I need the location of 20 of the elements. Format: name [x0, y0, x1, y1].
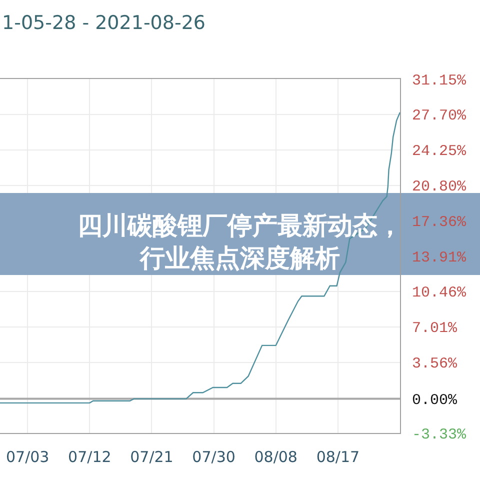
x-tick-label: 07/12 — [68, 448, 112, 466]
y-tick-label: 24.25% — [412, 143, 468, 160]
y-tick-label: -3.33% — [412, 426, 468, 444]
y-tick-label: 17.36% — [412, 214, 468, 231]
text: 四川碳酸锂厂停产最新动态，行业焦点深度解析 — [78, 211, 402, 272]
y-tick-label: 10.46% — [412, 284, 468, 302]
x-tick-label: 07/21 — [130, 448, 174, 466]
x-tick-label: 08/08 — [254, 448, 298, 466]
line-series — [0, 112, 400, 404]
y-tick-label: 13.91% — [412, 249, 468, 266]
x-tick-label: 07/30 — [192, 448, 236, 466]
chart-subtitle: 1-05-28 - 2021-08-26 — [2, 12, 206, 34]
y-tick-label: 20.80% — [412, 178, 468, 196]
y-tick-label: 7.01% — [412, 320, 458, 338]
x-tick-label: 08/17 — [316, 448, 360, 466]
y-tick-label: 27.70% — [412, 108, 468, 125]
y-tick-label: 31.15% — [412, 72, 468, 90]
y-tick-label: 3.56% — [412, 356, 458, 373]
x-tick-label: 07/03 — [6, 448, 50, 466]
y-tick-label: 0.00% — [412, 392, 458, 410]
